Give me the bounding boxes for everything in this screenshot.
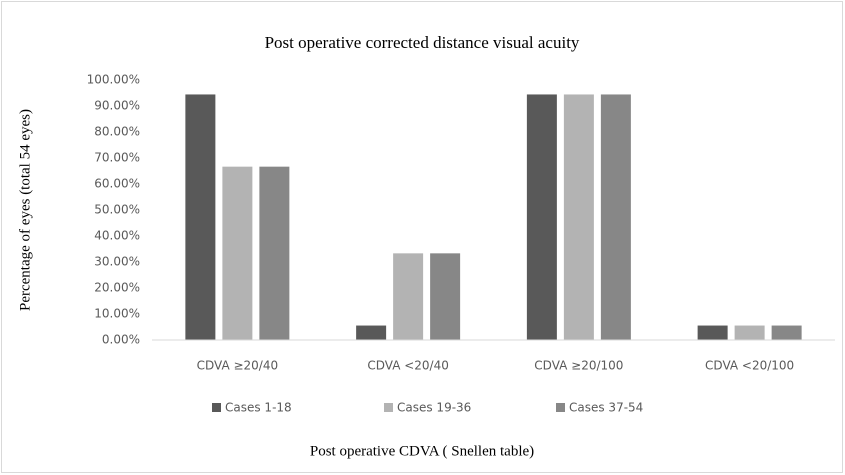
x-tick-label: CDVA <20/40 (367, 359, 449, 373)
y-tick-label: 10.00% (94, 307, 140, 321)
x-axis-title: Post operative CDVA ( Snellen table) (310, 443, 534, 459)
legend-swatch (212, 403, 221, 412)
y-tick-label: 70.00% (94, 151, 140, 165)
bar (734, 325, 765, 340)
y-tick-label: 40.00% (94, 229, 140, 243)
y-tick-label: 60.00% (94, 177, 140, 191)
y-tick-label: 90.00% (94, 99, 140, 113)
y-tick-label: 50.00% (94, 203, 140, 217)
bar (771, 325, 802, 340)
legend-text: Cases 1-18 (225, 401, 292, 415)
legend-text: Cases 37-54 (569, 401, 643, 415)
x-tick-label: CDVA ≥20/40 (197, 359, 279, 373)
y-axis-title: Percentage of eyes (total 54 eyes) (17, 109, 33, 311)
x-tick-label: CDVA ≥20/100 (534, 359, 623, 373)
bar (600, 94, 631, 341)
bar (259, 166, 290, 340)
y-tick-label: 30.00% (94, 255, 140, 269)
bar (356, 325, 387, 340)
bar (222, 166, 253, 340)
y-tick-label: 20.00% (94, 281, 140, 295)
bar (563, 94, 594, 341)
y-tick-label: 100.00% (87, 73, 140, 87)
bar (430, 253, 461, 340)
legend-swatch (556, 403, 565, 412)
x-tick-label: CDVA <20/100 (705, 359, 794, 373)
legend-swatch (384, 403, 393, 412)
bar (526, 94, 557, 341)
bar (697, 325, 728, 340)
y-tick-label: 0.00% (102, 333, 140, 347)
chart-title: Post operative corrected distance visual… (265, 33, 580, 52)
bar (185, 94, 216, 341)
bar (393, 253, 424, 340)
legend-text: Cases 19-36 (397, 401, 471, 415)
y-tick-label: 80.00% (94, 125, 140, 139)
